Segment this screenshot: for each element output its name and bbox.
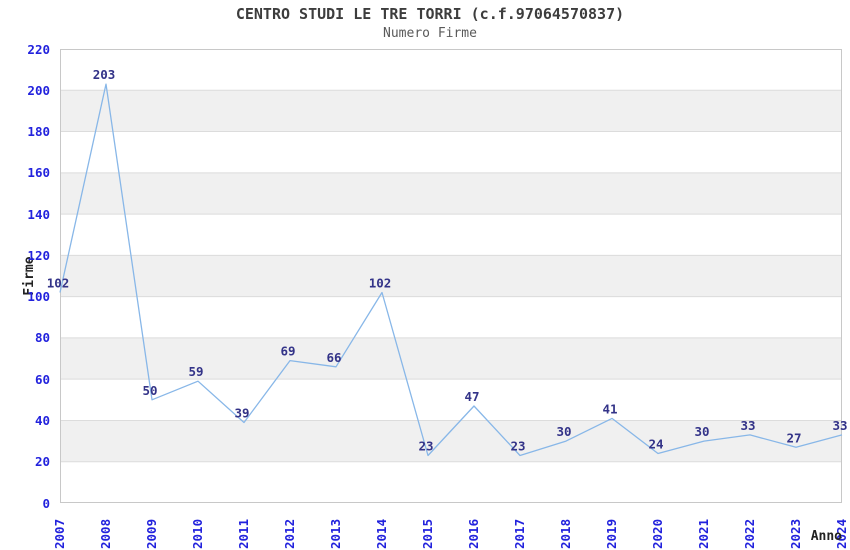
- y-tick-label: 120: [27, 247, 50, 263]
- y-tick-label: 100: [27, 289, 50, 305]
- chart-subtitle: Numero Firme: [383, 26, 477, 41]
- data-label: 50: [142, 383, 157, 398]
- data-label: 102: [47, 276, 70, 291]
- y-tick-label: 200: [27, 82, 50, 98]
- plot-band: [60, 172, 842, 215]
- data-label: 59: [188, 364, 203, 379]
- x-tick-label: 2014: [374, 518, 389, 549]
- data-label: 23: [418, 439, 433, 454]
- data-label: 23: [510, 439, 525, 454]
- chart-title: CENTRO STUDI LE TRE TORRI (c.f.970645708…: [235, 5, 625, 23]
- x-tick-label: 2016: [466, 518, 481, 549]
- y-tick-label: 220: [27, 41, 50, 57]
- x-tick-label: 2019: [604, 518, 619, 549]
- data-label: 39: [234, 406, 249, 421]
- data-label: 203: [93, 67, 116, 82]
- x-tick-label: 2022: [742, 518, 757, 549]
- plot-area: 102 203 50 59 39 69 66 102 23 47 23 30 41 24 30 33 27 33: [47, 49, 848, 503]
- x-tick-label: 2015: [420, 518, 435, 549]
- y-tick-label: 80: [34, 330, 50, 346]
- plot-band: [60, 255, 842, 297]
- plot-band: [60, 337, 842, 380]
- data-label: 47: [464, 389, 479, 404]
- data-label: 33: [832, 418, 847, 433]
- x-tick-label: 2011: [236, 518, 251, 549]
- y-tick-label: 0: [42, 495, 50, 511]
- y-tick-label: 40: [34, 413, 50, 428]
- x-tick-label: 2018: [558, 518, 573, 549]
- line-chart-svg: 102 203 50 59 39 69 66 102 23 47 23 30 41 24 30 33 27 33: [47, 49, 848, 503]
- data-label: 69: [280, 344, 295, 359]
- y-tick-label: 180: [27, 124, 50, 139]
- plot-band: [60, 90, 842, 132]
- data-label: 30: [556, 424, 571, 439]
- x-tick-label: 2020: [650, 518, 665, 549]
- line-series: [59, 83, 843, 457]
- plot-border: [60, 49, 842, 503]
- x-tick-label: 2008: [98, 518, 113, 549]
- data-label: 41: [602, 401, 617, 416]
- y-tick-label: 160: [27, 165, 50, 181]
- x-tick-label: 2009: [144, 518, 159, 549]
- x-tick-label: 2007: [52, 518, 67, 549]
- x-tick-label: 2012: [282, 518, 297, 549]
- data-label: 30: [694, 424, 709, 439]
- y-tick-label: 20: [34, 454, 50, 470]
- data-label: 102: [369, 276, 392, 291]
- x-axis-title: Anno: [810, 529, 842, 544]
- data-label: 27: [786, 430, 801, 445]
- data-label: 24: [648, 437, 663, 452]
- x-tick-label: 2017: [512, 518, 527, 549]
- plot-band: [60, 420, 842, 462]
- data-label: 33: [740, 418, 755, 433]
- y-tick-label: 60: [34, 371, 50, 387]
- x-tick-label: 2023: [788, 518, 803, 549]
- x-tick-label: 2021: [696, 518, 711, 549]
- x-tick-label: 2010: [190, 518, 205, 549]
- data-label: 66: [326, 350, 341, 365]
- y-tick-label: 140: [27, 206, 50, 222]
- x-tick-label: 2013: [328, 518, 343, 549]
